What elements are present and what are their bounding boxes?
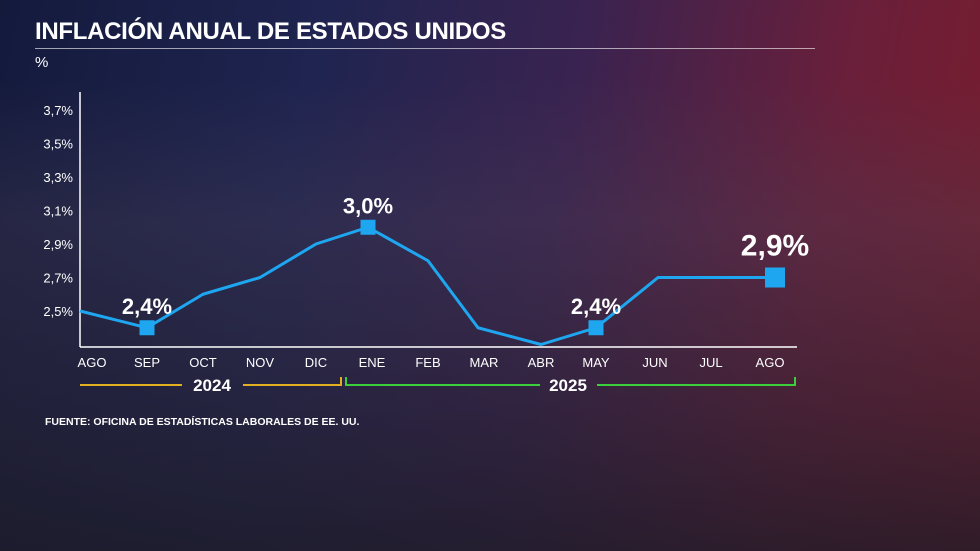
x-tick-label: AGO (78, 355, 107, 370)
y-tick-label: 3,7% (43, 103, 73, 118)
x-tick-label: AGO (756, 355, 785, 370)
series-line (79, 225, 775, 346)
data-label: 2,4% (122, 294, 172, 319)
x-tick-label: SEP (134, 355, 160, 370)
background-photo (0, 80, 980, 551)
x-tick-label: MAR (470, 355, 499, 370)
x-tick-label: FEB (415, 355, 440, 370)
x-tick-label: ABR (528, 355, 555, 370)
data-point-marker (765, 267, 785, 288)
x-tick-label: NOV (246, 355, 275, 370)
y-axis-unit: % (35, 54, 49, 71)
year-label: 2025 (549, 376, 587, 395)
source-note: FUENTE: OFICINA DE ESTADÍSTICAS LABORALE… (45, 416, 360, 428)
y-tick-label: 2,7% (43, 271, 73, 286)
data-point-marker (360, 219, 376, 235)
chart-title: INFLACIÓN ANUAL DE ESTADOS UNIDOS (35, 18, 507, 45)
y-tick-label: 2,5% (43, 304, 73, 319)
year-bracket-2025 (345, 377, 540, 386)
x-tick-label: JUL (699, 355, 722, 370)
x-tick-label: MAY (582, 355, 610, 370)
year-bracket-2025 (597, 377, 796, 386)
x-tick-label: ENE (359, 355, 386, 370)
x-tick-label: OCT (189, 355, 217, 370)
data-point-marker (139, 320, 155, 336)
data-label: 3,0% (343, 193, 393, 218)
y-tick-label: 3,3% (43, 170, 73, 185)
x-tick-label: DIC (305, 355, 327, 370)
x-tick-label: JUN (642, 355, 667, 370)
y-tick-label: 3,5% (43, 137, 73, 152)
year-bracket-2024 (243, 377, 342, 386)
data-label: 2,4% (571, 294, 621, 319)
title-divider (35, 48, 815, 49)
y-tick-label: 2,9% (43, 237, 73, 252)
y-tick-label: 3,1% (43, 204, 73, 219)
data-label: 2,9% (741, 230, 809, 263)
data-point-marker (588, 320, 604, 336)
year-label: 2024 (193, 376, 231, 395)
